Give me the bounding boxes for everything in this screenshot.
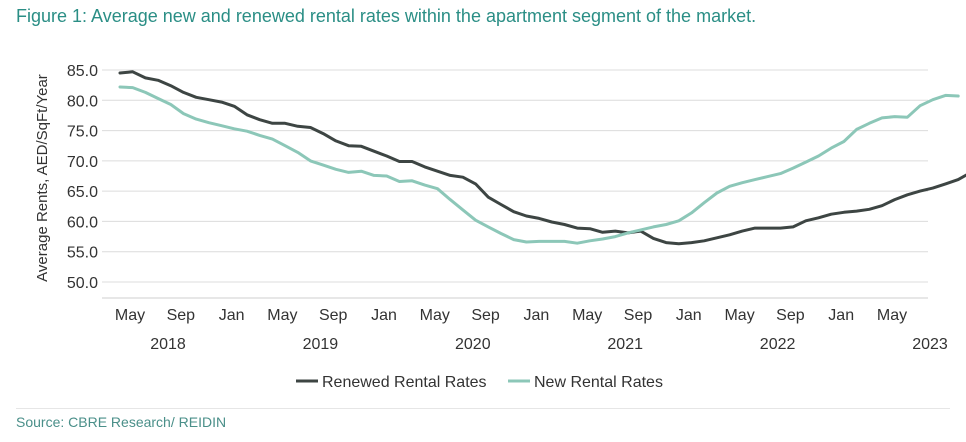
series-line-new: [118, 85, 960, 245]
x-tick-label: Sep: [776, 307, 805, 324]
x-tick-label: May: [572, 307, 602, 324]
y-tick-label: 50.0: [67, 275, 98, 292]
y-axis-label: Average Rents, AED/SqFt/Year: [34, 74, 51, 282]
y-tick-label: 70.0: [67, 154, 98, 171]
x-tick-label: May: [115, 307, 145, 324]
x-axis-ticks: May 2018 Sep Jan May 2019 Sep Jan May 2020 Sep Jan M…: [115, 307, 948, 353]
y-tick-label: 75.0: [67, 124, 98, 141]
x-tick-label: Jan: [524, 307, 550, 324]
x-tick-label: Sep: [624, 307, 653, 324]
y-axis-ticks: 85.0 80.0 75.0 70.0 65.0 60.0 55.0 50.0: [67, 63, 98, 292]
x-year-label: 2020: [455, 336, 491, 353]
y-tick-label: 55.0: [67, 245, 98, 262]
x-tick-label: Jan: [828, 307, 854, 324]
source-note: Source: CBRE Research/ REIDIN: [16, 414, 227, 430]
x-tick-label: May: [724, 307, 754, 324]
x-tick-label: May: [877, 307, 907, 324]
y-tick-label: 85.0: [67, 63, 98, 80]
y-tick-label: 60.0: [67, 214, 98, 231]
x-tick-label: Jan: [371, 307, 397, 324]
x-year-label: 2018: [150, 336, 186, 353]
x-year-label: 2021: [607, 336, 643, 353]
x-tick-label: May: [420, 307, 450, 324]
series-lines: [118, 70, 966, 246]
x-year-label: 2022: [760, 336, 796, 353]
x-tick-label: Sep: [471, 307, 500, 324]
legend-label: Renewed Rental Rates: [322, 374, 487, 391]
legend: Renewed Rental Rates New Rental Rates: [296, 374, 663, 391]
gridlines: [102, 69, 928, 299]
legend-label: New Rental Rates: [534, 374, 663, 391]
x-tick-label: Sep: [319, 307, 348, 324]
x-tick-label: May: [267, 307, 297, 324]
y-tick-label: 80.0: [67, 93, 98, 110]
series-line-renewed: [118, 70, 966, 246]
x-year-label: 2023: [912, 336, 948, 353]
x-tick-label: Jan: [219, 307, 245, 324]
x-year-label: 2019: [303, 336, 339, 353]
y-tick-label: 65.0: [67, 184, 98, 201]
chart-title: Figure 1: Average new and renewed rental…: [16, 6, 757, 26]
divider: [16, 408, 950, 409]
x-tick-label: Jan: [676, 307, 702, 324]
x-tick-label: Sep: [167, 307, 196, 324]
